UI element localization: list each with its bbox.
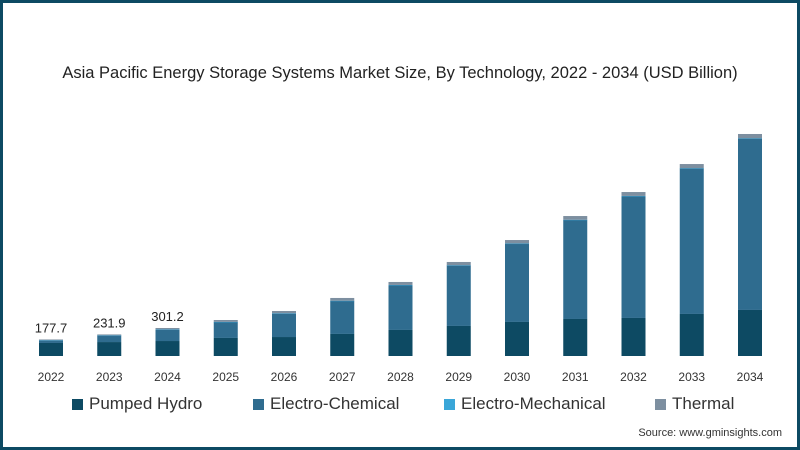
bar-electro-mechanical-2026 [272,313,296,314]
bar-pumped-hydro-2025 [213,337,238,356]
bar-thermal-2032 [621,192,646,196]
bar-pumped-hydro-2027 [330,333,355,356]
x-tick-label: 2026 [271,370,298,384]
bar-thermal-2025 [213,320,238,322]
bar-thermal-2029 [446,261,471,266]
bar-thermal-2031 [563,216,588,220]
bar-pumped-hydro-2029 [446,325,471,356]
legend-label: Thermal [672,394,735,413]
bar-electro-chemical-2027 [330,300,355,334]
bar-pumped-hydro-2026 [272,337,296,356]
legend-item: Electro-Mechanical [444,394,606,414]
legend: Pumped Hydro Electro-Chemical Electro-Mech… [0,394,800,416]
bar-thermal-2033 [679,164,704,169]
bar-electro-chemical-2028 [388,285,413,330]
bar-thermal-2026 [272,310,296,314]
bar-electro-chemical-2030 [505,243,529,322]
bar-pumped-hydro-2031 [563,318,588,356]
bar-electro-mechanical-2023 [97,335,122,337]
bar-electro-chemical-2023 [97,335,122,343]
bar-thermal-2027 [330,297,355,301]
bar-pumped-hydro-2032 [621,317,646,356]
legend-item: Electro-Chemical [253,394,399,414]
x-tick-label: 2025 [212,370,239,384]
bar-thermal-2030 [505,240,529,244]
legend-label: Electro-Mechanical [461,394,606,413]
legend-label: Pumped Hydro [89,394,203,413]
bar-thermal-2034 [738,133,762,139]
bar-thermal-2022 [39,339,63,341]
x-tick-label: 2028 [387,370,414,384]
bar-electro-chemical-2033 [679,168,704,314]
legend-swatch [72,398,83,410]
legend-label: Electro-Chemical [270,394,400,413]
bar-pumped-hydro-2030 [505,321,529,356]
bar-electro-chemical-2031 [563,219,588,319]
x-tick-label: 2024 [154,370,181,384]
bar-electro-mechanical-2030 [505,243,529,245]
bar-electro-mechanical-2028 [388,284,413,286]
bar-electro-chemical-2032 [621,196,646,318]
x-tick-label: 2032 [620,370,647,384]
bar-pumped-hydro-2022 [39,342,63,356]
bar-thermal-2023 [97,334,122,336]
bar-electro-chemical-2029 [446,265,471,326]
x-tick-label: 2022 [38,370,65,384]
x-tick-label: 2031 [562,370,589,384]
x-tick-label: 2029 [445,370,472,384]
legend-item: Thermal [655,394,734,414]
legend-swatch [655,398,666,410]
bar-electro-mechanical-2029 [446,265,471,266]
bar-electro-mechanical-2032 [621,195,646,197]
data-label: 231.9 [93,315,126,330]
bar-electro-mechanical-2024 [155,329,180,330]
bar-electro-mechanical-2033 [679,168,704,169]
bar-pumped-hydro-2024 [155,341,180,356]
bar-electro-mechanical-2022 [39,340,63,341]
legend-swatch [444,398,455,410]
bar-electro-mechanical-2034 [738,138,762,139]
bar-thermal-2024 [155,327,180,330]
bar-pumped-hydro-2028 [388,329,413,356]
x-tick-label: 2033 [678,370,705,384]
bar-electro-mechanical-2031 [563,219,588,221]
legend-swatch [253,398,264,410]
bar-electro-mechanical-2025 [213,321,238,323]
bar-pumped-hydro-2034 [738,309,762,356]
bar-electro-chemical-2025 [213,321,238,338]
legend-item: Pumped Hydro [72,394,202,414]
chart-title: Asia Pacific Energy Storage Systems Mark… [62,64,738,82]
data-label: 301.2 [151,309,184,324]
x-tick-label: 2034 [737,370,764,384]
bar-pumped-hydro-2033 [679,313,704,356]
bar-electro-mechanical-2027 [330,300,355,302]
bar-pumped-hydro-2023 [97,342,122,356]
bar-electro-chemical-2024 [155,329,180,342]
x-tick-label: 2027 [329,370,356,384]
data-label: 177.7 [35,320,68,335]
bar-electro-chemical-2026 [272,313,296,338]
bar-electro-chemical-2022 [39,340,63,343]
x-tick-label: 2030 [504,370,531,384]
bar-thermal-2028 [388,281,413,285]
bar-electro-chemical-2034 [738,138,762,310]
source-note: Source: www.gminsights.com [638,427,782,439]
x-tick-label: 2023 [96,370,123,384]
